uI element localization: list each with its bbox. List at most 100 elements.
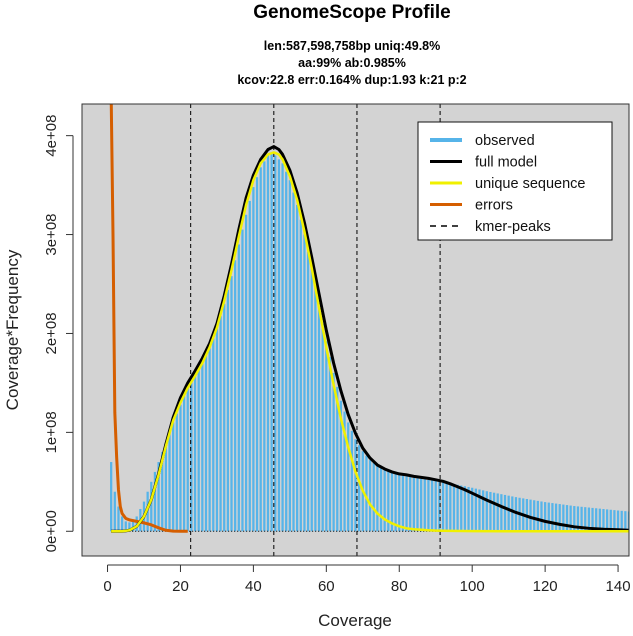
observed-bar [168,432,171,532]
observed-bar [503,494,507,532]
observed-bar [474,488,477,532]
observed-bar [288,180,291,532]
chart-subtitle-line-1: len:587,598,758bp uniq:49.8% [264,39,440,53]
x-tick-label: 80 [391,578,408,595]
observed-bar [193,375,197,532]
observed-bar [208,348,211,532]
observed-bar [496,493,499,532]
observed-bar [306,251,310,532]
observed-bar [500,494,503,532]
y-tick-label: 2e+08 [43,312,60,354]
observed-bar [347,422,350,532]
observed-bar [281,163,284,532]
observed-bar [387,471,390,532]
observed-bar [580,506,583,532]
chart-title: GenomeScope Profile [253,2,450,23]
observed-bar [328,357,332,532]
observed-bar [379,467,383,532]
observed-bar [620,510,623,532]
x-tick-label: 20 [172,578,189,595]
observed-bar [201,363,204,532]
observed-bar [540,501,543,532]
observed-bar [405,476,408,532]
observed-bar [591,507,594,532]
x-axis-label: Coverage [318,611,392,630]
observed-bar [255,177,259,532]
observed-bar [463,486,467,532]
observed-bar [150,481,153,532]
x-tick-label: 140 [606,578,631,595]
observed-bar [423,479,426,532]
observed-bar [562,504,565,532]
observed-bar [215,328,219,532]
observed-bar [478,489,481,532]
observed-bar [234,260,237,532]
observed-bar [616,510,620,532]
observed-bar [274,155,277,532]
observed-bar [445,482,448,532]
observed-bar [270,153,273,532]
observed-bar [569,505,572,532]
observed-bar [489,491,492,532]
x-tick-label: 100 [460,578,485,595]
x-tick-label: 0 [103,578,111,595]
observed-bar [303,234,306,532]
observed-bar [354,439,357,532]
legend-label: observed [475,133,535,149]
observed-bar [401,475,405,532]
observed-bar [285,171,288,532]
observed-bar [350,430,353,532]
y-axis-label: Coverage*Frequency [3,249,22,410]
x-tick-label: 40 [245,578,262,595]
observed-bar [252,187,255,532]
observed-bar [460,485,463,532]
observed-bar [120,516,124,532]
x-tick-label: 120 [533,578,558,595]
observed-bar [383,469,386,532]
chart-subtitle-line-3: kcov:22.8 err:0.164% dup:1.93 k:21 p:2 [237,73,466,87]
observed-bar [598,508,601,532]
observed-bar [394,473,397,532]
observed-bar [533,500,536,532]
observed-bar [551,503,554,532]
observed-bar [317,305,321,532]
observed-bar [544,502,547,532]
legend-label: full model [475,155,537,171]
observed-bar [204,355,208,532]
observed-bar [368,460,372,532]
observed-bar [321,323,324,532]
observed-bar [514,497,518,532]
observed-bar [197,369,200,532]
observed-bar [482,490,485,532]
observed-bar [430,480,434,532]
x-tick-label: 60 [318,578,335,595]
observed-bar [358,445,361,532]
x-axis: 0 20 40 60 80 100 120 140 [103,564,631,595]
observed-bar [110,462,113,532]
observed-bar [244,214,248,532]
observed-bar [157,462,160,532]
observed-bar [296,204,299,532]
observed-bar [398,474,401,532]
observed-bar [627,511,629,532]
kmer-peak-lines [190,104,441,556]
observed-bar [128,522,131,532]
observed-bar [485,491,488,532]
model-curves [109,104,629,533]
observed-bar [565,505,569,532]
y-tick-label: 0e+00 [43,510,60,552]
observed-bar [412,477,415,532]
observed-bar [602,509,605,532]
observed-bar [190,381,193,532]
observed-bar [179,404,182,532]
observed-bar [529,499,532,532]
observed-bar [314,287,317,532]
observed-bar [161,452,164,532]
y-axis: 0e+00 1e+08 2e+08 3e+08 4e+08 [43,115,74,552]
observed-bar [372,463,375,532]
observed-bar [299,219,302,532]
errors-curve [109,104,188,533]
observed-bar [117,506,120,532]
observed-bar [226,289,229,532]
